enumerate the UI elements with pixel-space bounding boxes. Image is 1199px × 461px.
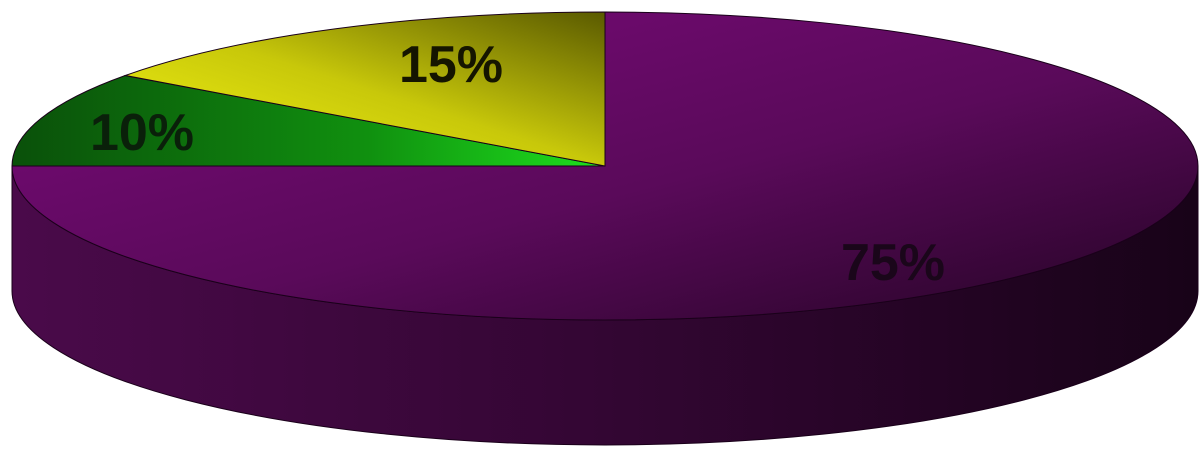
pie-slice-label: 15% [399,36,503,94]
pie-slice-label: 10% [90,104,194,162]
pie-slice-label: 75% [841,234,945,292]
